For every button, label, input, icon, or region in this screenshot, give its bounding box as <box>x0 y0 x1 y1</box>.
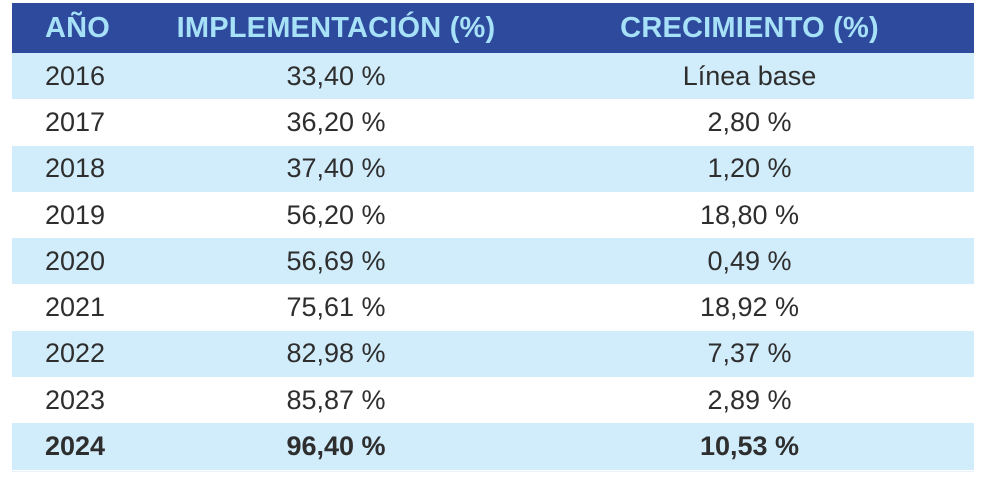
data-table: AÑO IMPLEMENTACIÓN (%) CRECIMIENTO (%) 2… <box>12 3 974 470</box>
table-body: 2016 33,40 % Línea base 2017 36,20 % 2,80 % 20… <box>12 53 974 470</box>
implementation-cell: 82,98 % <box>286 338 386 369</box>
implementation-cell: 75,61 % <box>286 292 386 323</box>
growth-cell: 7,37 % <box>707 338 792 369</box>
implementation-cell: 36,20 % <box>286 106 386 137</box>
header-row: AÑO IMPLEMENTACIÓN (%) CRECIMIENTO (%) <box>12 3 974 53</box>
table-row: 2024 96,40 % 10,53 % <box>12 423 974 470</box>
implementation-cell: 96,40 % <box>286 431 386 462</box>
implementation-cell: 85,87 % <box>286 384 386 415</box>
year-cell: 2020 <box>45 245 106 276</box>
table-header: AÑO IMPLEMENTACIÓN (%) CRECIMIENTO (%) <box>12 3 974 53</box>
year-cell: 2024 <box>45 431 106 462</box>
year-cell: 2018 <box>45 153 106 184</box>
table-row: 2022 82,98 % 7,37 % <box>12 330 974 378</box>
column-header-year: AÑO <box>45 11 111 44</box>
column-header-implementation: IMPLEMENTACIÓN (%) <box>176 11 496 44</box>
growth-cell: 1,20 % <box>707 153 792 184</box>
year-cell: 2016 <box>45 60 106 91</box>
growth-cell: 18,80 % <box>699 199 800 230</box>
growth-cell: 10,53 % <box>699 431 800 462</box>
table-row: 2019 56,20 % 18,80 % <box>12 191 974 239</box>
table-row: 2020 56,69 % 0,49 % <box>12 238 974 285</box>
growth-cell: Línea base <box>682 60 817 91</box>
table-row: 2016 33,40 % Línea base <box>12 53 974 100</box>
growth-cell: 2,80 % <box>707 106 792 137</box>
growth-cell: 18,92 % <box>699 292 800 323</box>
implementation-cell: 37,40 % <box>286 153 386 184</box>
table-row: 2023 85,87 % 2,89 % <box>12 377 974 424</box>
implementation-table: AÑO IMPLEMENTACIÓN (%) CRECIMIENTO (%) 2… <box>12 3 974 470</box>
table-row: 2017 36,20 % 2,80 % <box>12 99 974 146</box>
year-cell: 2019 <box>45 199 106 230</box>
table-row: 2018 37,40 % 1,20 % <box>12 145 974 192</box>
year-cell: 2022 <box>45 338 106 369</box>
year-cell: 2023 <box>45 384 106 415</box>
year-cell: 2021 <box>45 292 106 323</box>
implementation-cell: 56,20 % <box>286 199 386 230</box>
implementation-cell: 33,40 % <box>286 60 386 91</box>
implementation-cell: 56,69 % <box>286 245 386 276</box>
growth-cell: 2,89 % <box>707 384 792 415</box>
table-bottom-line <box>12 471 974 472</box>
growth-cell: 0,49 % <box>707 245 792 276</box>
year-cell: 2017 <box>45 106 106 137</box>
table-row: 2021 75,61 % 18,92 % <box>12 284 974 331</box>
column-header-growth: CRECIMIENTO (%) <box>620 11 879 44</box>
